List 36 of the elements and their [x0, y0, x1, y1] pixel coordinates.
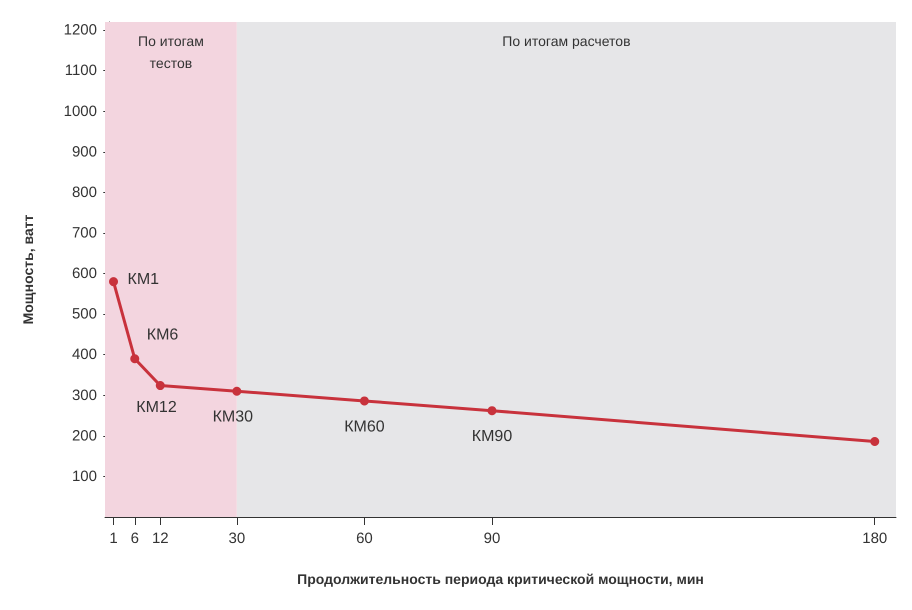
y-tick-label: 1200 — [64, 22, 97, 39]
annotation: КМ1 — [128, 271, 160, 288]
y-tick-label: 900 — [72, 143, 97, 160]
y-tick-label: 400 — [72, 346, 97, 364]
y-tick-label: 500 — [72, 306, 97, 323]
y-tick-label: 100 — [72, 468, 97, 485]
point — [109, 277, 118, 286]
annotation: КМ90 — [472, 428, 512, 446]
point — [870, 437, 880, 446]
point — [156, 381, 165, 390]
x-axis-title: Продолжительность периода критической мощности, мин — [297, 571, 704, 587]
y-tick-label: 200 — [72, 427, 97, 444]
band-label: По итогам расчетов — [502, 33, 631, 49]
y-tick-label: 1000 — [64, 102, 97, 120]
y-tick-label: 800 — [72, 184, 97, 201]
annotation: КМ12 — [136, 399, 177, 416]
point — [130, 354, 140, 364]
point — [488, 406, 496, 416]
y-tick-label: 600 — [72, 265, 97, 282]
annotation: КМ60 — [344, 418, 385, 436]
x-tick-label: 180 — [862, 530, 888, 547]
y-tick-label: 300 — [72, 386, 97, 404]
x-tick-label: 90 — [484, 530, 500, 547]
x-tick-label: 12 — [152, 530, 169, 547]
annotation: КМ30 — [212, 408, 254, 426]
x-tick-label: 60 — [356, 530, 373, 547]
y-tick-label: 700 — [72, 224, 97, 242]
point — [360, 396, 369, 406]
y-tick-label: 1100 — [64, 62, 97, 80]
x-tick-label: 1 — [109, 530, 118, 547]
x-tick-label: 6 — [130, 530, 139, 547]
point — [232, 386, 242, 396]
y-axis-title: Мощность, ватт — [20, 214, 36, 324]
annotation: КМ6 — [146, 326, 178, 344]
band-label: По итогам тестов — [138, 33, 204, 71]
x-tick-label: 30 — [228, 530, 246, 547]
